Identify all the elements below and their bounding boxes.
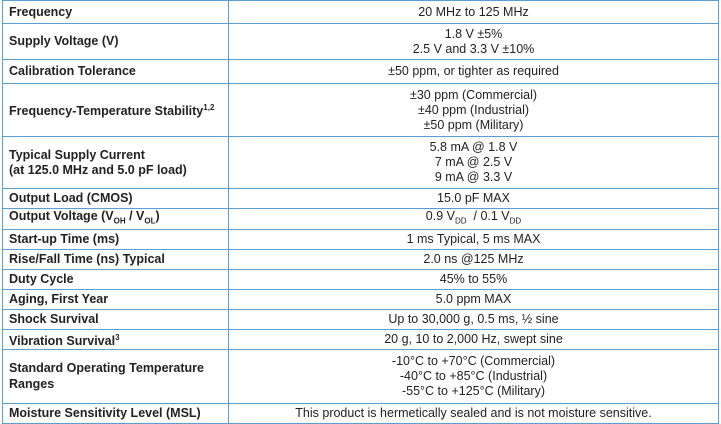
spec-value: ±30 ppm (Commercial) ±40 ppm (Industrial)… bbox=[228, 83, 719, 137]
table-row: Output Voltage (VOH / VOL) 0.9 VDD / 0.1 … bbox=[2, 208, 719, 230]
spec-label: Duty Cycle bbox=[2, 268, 229, 290]
spec-label: Output Load (CMOS) bbox=[2, 188, 229, 209]
spec-value: -10°C to +70°C (Commercial) -40°C to +85°… bbox=[228, 348, 719, 404]
table-row: Calibration Tolerance ±50 ppm, or tighter… bbox=[2, 59, 719, 84]
spec-value: Up to 30,000 g, 0.5 ms, ½ sine bbox=[228, 308, 719, 330]
value-line: 9 mA @ 3.3 V bbox=[434, 170, 513, 184]
table-row: Moisture Sensitivity Level (MSL) This pro… bbox=[2, 402, 719, 424]
spec-value: 1 ms Typical, 5 ms MAX bbox=[228, 228, 719, 250]
spec-label: Supply Voltage (V) bbox=[2, 23, 229, 60]
spec-value: 5.0 ppm MAX bbox=[228, 288, 719, 310]
table-row: Supply Voltage (V) 1.8 V ±5% 2.5 V and 3.3… bbox=[2, 23, 719, 60]
table-row: Output Load (CMOS) 15.0 pF MAX bbox=[2, 188, 719, 209]
value-line: 5.8 mA @ 1.8 V bbox=[429, 140, 518, 154]
spec-label: Aging, First Year bbox=[2, 288, 229, 310]
value-line: Up to 30,000 g, 0.5 ms, ½ sine bbox=[388, 311, 559, 326]
spec-label: Shock Survival bbox=[2, 308, 229, 330]
table-row: Frequency-Temperature Stability1,2 ±30 pp… bbox=[2, 83, 719, 137]
value-line: 20 MHz to 125 MHz bbox=[418, 4, 529, 19]
spec-value: 1.8 V ±5% 2.5 V and 3.3 V ±10% bbox=[228, 23, 719, 60]
spec-label: Typical Supply Current (at 125.0 MHz and … bbox=[2, 136, 229, 189]
spec-value: 15.0 pF MAX bbox=[228, 188, 719, 209]
spec-label: Calibration Tolerance bbox=[2, 59, 229, 84]
value-line: ±50 ppm, or tighter as required bbox=[388, 64, 559, 78]
spec-value: This product is hermetically sealed and … bbox=[228, 402, 719, 424]
value-line: 20 g, 10 to 2,000 Hz, swept sine bbox=[384, 331, 563, 346]
spec-label: Output Voltage (VOH / VOL) bbox=[2, 208, 229, 230]
value-line: 1.8 V ±5% bbox=[444, 26, 503, 41]
spec-label: Standard Operating Temperature Ranges bbox=[2, 348, 229, 404]
spec-value: 20 MHz to 125 MHz bbox=[228, 0, 719, 24]
table-row: Typical Supply Current (at 125.0 MHz and … bbox=[2, 136, 719, 189]
value-line: This product is hermetically sealed and … bbox=[295, 405, 652, 420]
table-row: Shock Survival Up to 30,000 g, 0.5 ms, ½ … bbox=[2, 308, 719, 330]
value-line: -40°C to +85°C (Industrial) bbox=[399, 368, 548, 383]
spec-value: 2.0 ns @125 MHz bbox=[228, 248, 719, 270]
value-line: -10°C to +70°C (Commercial) bbox=[391, 353, 556, 368]
table-row: Aging, First Year 5.0 ppm MAX bbox=[2, 288, 719, 310]
spec-label: Rise/Fall Time (ns) Typical bbox=[2, 248, 229, 270]
value-line: 7 mA @ 2.5 V bbox=[434, 155, 513, 169]
spec-value: 45% to 55% bbox=[228, 268, 719, 290]
spec-label: Frequency bbox=[2, 0, 229, 24]
value-line: ±30 ppm (Commercial) bbox=[409, 87, 538, 102]
spec-label: Vibration Survival3 bbox=[2, 328, 229, 350]
value-line: 5.0 ppm MAX bbox=[435, 291, 512, 306]
table-row: Rise/Fall Time (ns) Typical 2.0 ns @125 M… bbox=[2, 248, 719, 270]
value-line: -55°C to +125°C (Military) bbox=[401, 383, 546, 398]
value-line: ±40 ppm (Industrial) bbox=[417, 102, 530, 117]
table-row: Vibration Survival3 20 g, 10 to 2,000 Hz,… bbox=[2, 328, 719, 350]
table-row: Start-up Time (ms) 1 ms Typical, 5 ms MAX bbox=[2, 228, 719, 250]
value-line: 15.0 pF MAX bbox=[437, 191, 510, 205]
table-row: Standard Operating Temperature Ranges -10… bbox=[2, 348, 719, 404]
value-line: 2.0 ns @125 MHz bbox=[423, 251, 524, 266]
table-row: Frequency 20 MHz to 125 MHz bbox=[2, 0, 719, 24]
spec-label: Moisture Sensitivity Level (MSL) bbox=[2, 402, 229, 424]
spec-value: 20 g, 10 to 2,000 Hz, swept sine bbox=[228, 328, 719, 350]
spec-value: 0.9 VDD / 0.1 VDD bbox=[228, 208, 719, 230]
value-line: 45% to 55% bbox=[439, 271, 508, 286]
value-line: ±50 ppm (Military) bbox=[423, 117, 524, 132]
spec-value: ±50 ppm, or tighter as required bbox=[228, 59, 719, 84]
table-row: Duty Cycle 45% to 55% bbox=[2, 268, 719, 290]
spec-label: Start-up Time (ms) bbox=[2, 228, 229, 250]
spec-label: Frequency-Temperature Stability1,2 bbox=[2, 83, 229, 137]
value-line: 1 ms Typical, 5 ms MAX bbox=[406, 231, 541, 246]
value-line: 2.5 V and 3.3 V ±10% bbox=[412, 41, 535, 56]
